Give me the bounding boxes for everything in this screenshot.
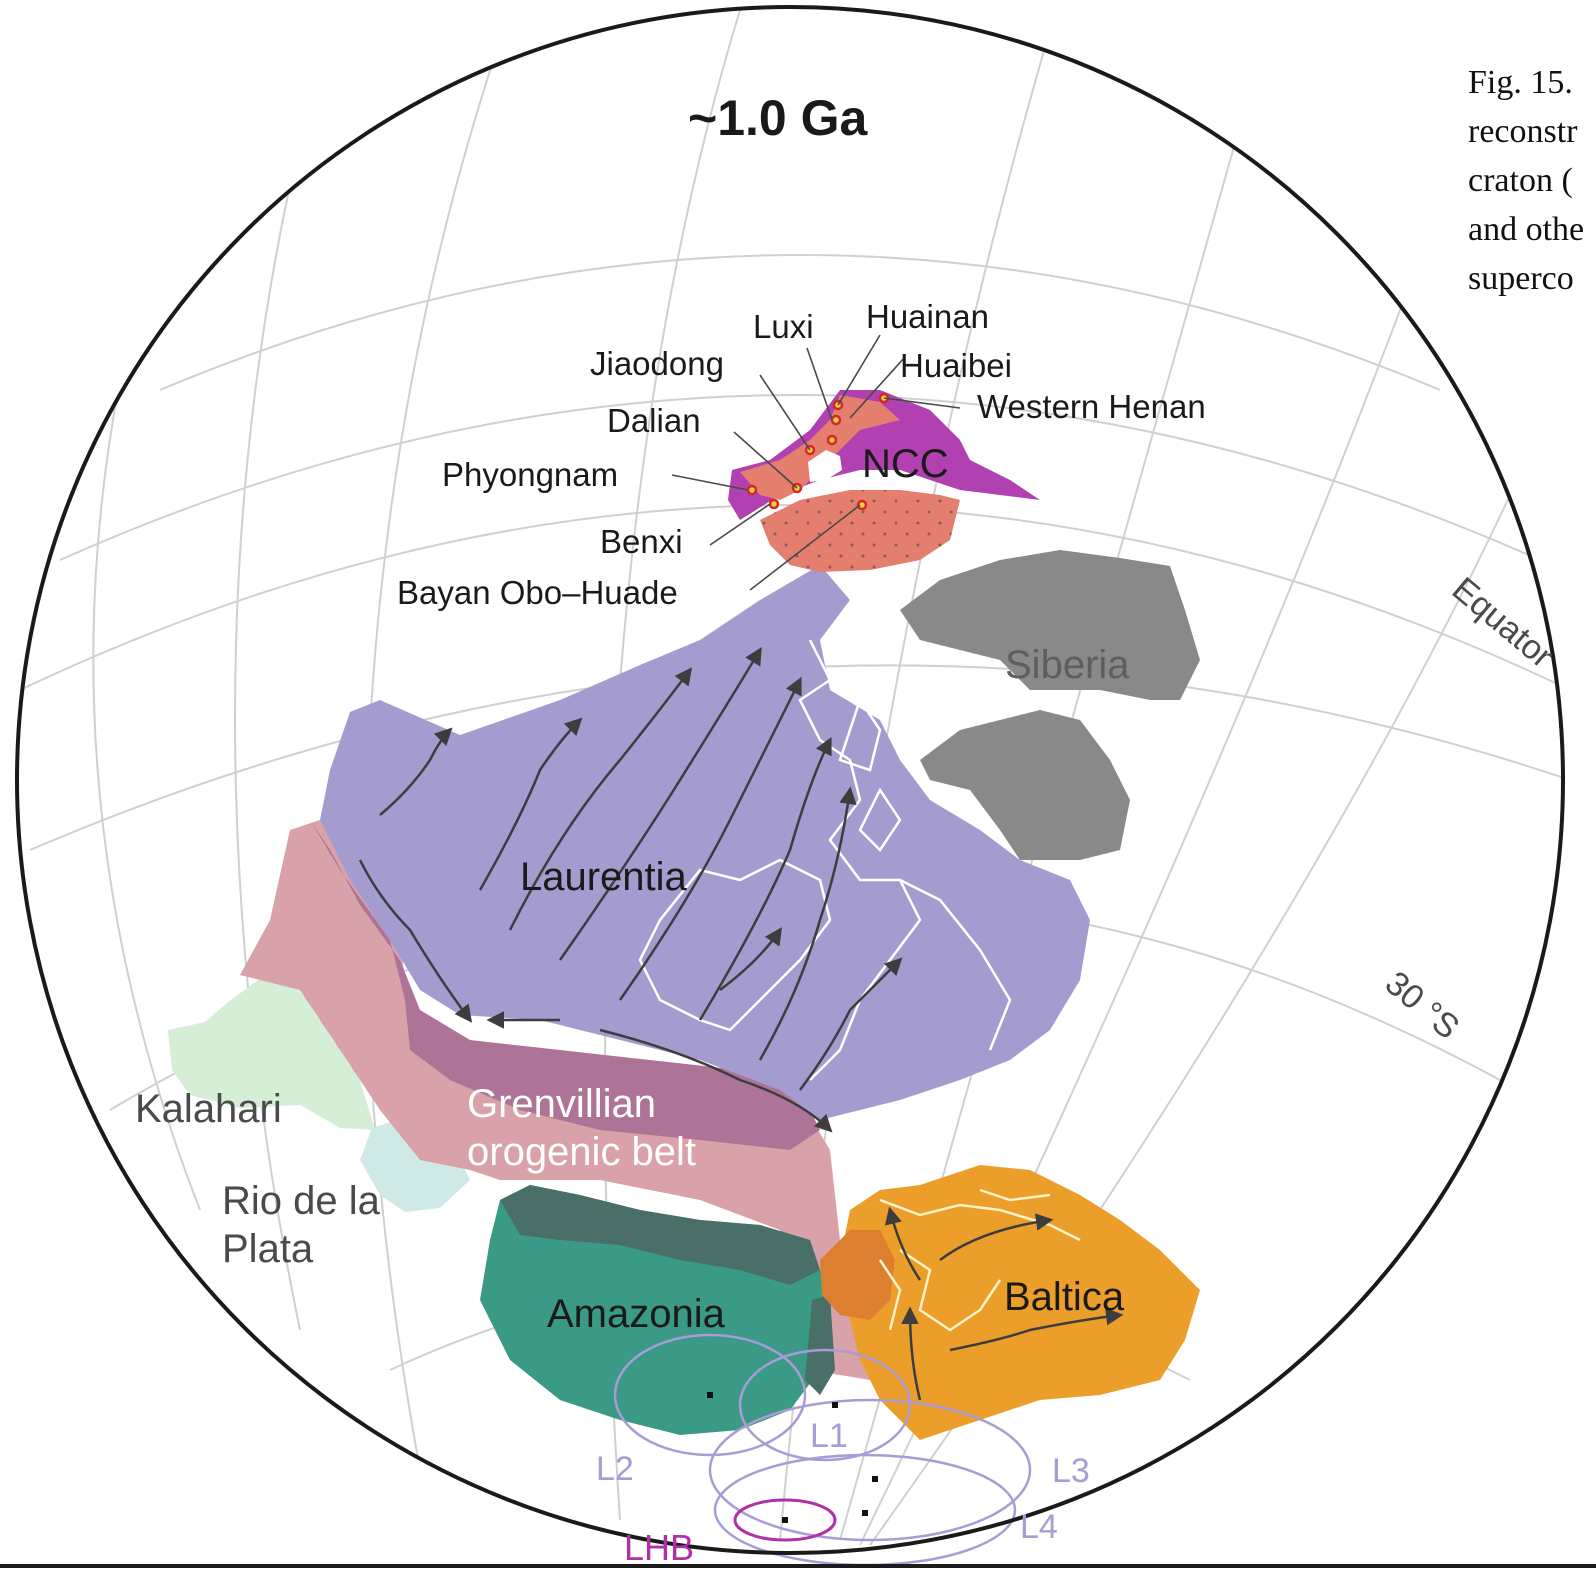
- label-western-henan: Western Henan: [977, 388, 1206, 425]
- pole-ellipse-l2: [613, 1333, 807, 1457]
- label-huainan: Huainan: [866, 298, 989, 335]
- laurentia-craton: [320, 565, 1090, 1120]
- label-dalian: Dalian: [607, 402, 701, 439]
- label-ncc: NCC: [862, 442, 949, 486]
- label-grenvillian-2: orogenic belt: [467, 1130, 696, 1174]
- baltica-craton: [840, 1165, 1200, 1440]
- label-laurentia: Laurentia: [520, 855, 688, 899]
- label-luxi: Luxi: [753, 308, 814, 345]
- pole-ellipse-lhb: [733, 1498, 837, 1542]
- siberia-craton: [900, 550, 1200, 700]
- siberia-craton-south: [920, 710, 1130, 860]
- ncc-craton: [728, 390, 1040, 520]
- pole-ellipse-l3: [708, 1398, 1032, 1542]
- label-rio-de-la-plata-2: Plata: [222, 1227, 314, 1271]
- label-rio-de-la-plata-1: Rio de la: [222, 1179, 381, 1223]
- caption-line-2: reconstr: [1468, 113, 1578, 150]
- caption-line-1: Fig. 15.: [1468, 64, 1573, 101]
- locality-leader-lines: [671, 334, 961, 591]
- label-phyongnam: Phyongnam: [442, 456, 618, 493]
- label-pole-l2: L2: [596, 1450, 634, 1488]
- label-pole-l3: L3: [1052, 1452, 1090, 1490]
- figure-caption: Fig. 15. reconstr craton ( and othe supe…: [1468, 58, 1596, 303]
- baltica-dark-block: [820, 1230, 895, 1320]
- grenvillian-dark-band: [310, 820, 820, 1150]
- caption-line-4: and othe: [1468, 211, 1585, 248]
- baltica-flow-arrows: [884, 1206, 1124, 1401]
- amazonia-dark-band: [500, 1185, 820, 1285]
- label-pole-lhb: LHB: [624, 1527, 694, 1568]
- label-30s: 30 °S: [1378, 964, 1466, 1047]
- label-siberia: Siberia: [1005, 643, 1130, 687]
- label-amazonia: Amazonia: [547, 1292, 726, 1336]
- amazonia-dark-edge: [805, 1295, 835, 1395]
- label-benxi: Benxi: [600, 523, 683, 560]
- label-kalahari: Kalahari: [135, 1087, 282, 1131]
- laurentia-flow-arrows: [358, 646, 903, 1133]
- label-bayan-obo-huade: Bayan Obo–Huade: [397, 574, 678, 611]
- kalahari-craton: [168, 975, 375, 1130]
- map-title: ~1.0 Ga: [688, 90, 868, 146]
- caption-line-5: superco: [1468, 260, 1574, 297]
- label-grenvillian-1: Grenvillian: [467, 1082, 656, 1126]
- label-pole-l4: L4: [1020, 1508, 1058, 1546]
- bohai-bay-gap: [808, 450, 842, 482]
- label-jiaodong: Jiaodong: [590, 345, 724, 382]
- label-huaibei: Huaibei: [900, 347, 1012, 384]
- baltica-internal-boundaries: [878, 1188, 1081, 1332]
- globe-outline: [15, 5, 1565, 1555]
- caption-line-3: craton (: [1468, 162, 1573, 199]
- label-pole-l1: L1: [810, 1417, 848, 1455]
- pole-ellipse-l1: [738, 1348, 912, 1462]
- paleopole-points: [707, 1392, 878, 1523]
- label-baltica: Baltica: [1004, 1275, 1125, 1319]
